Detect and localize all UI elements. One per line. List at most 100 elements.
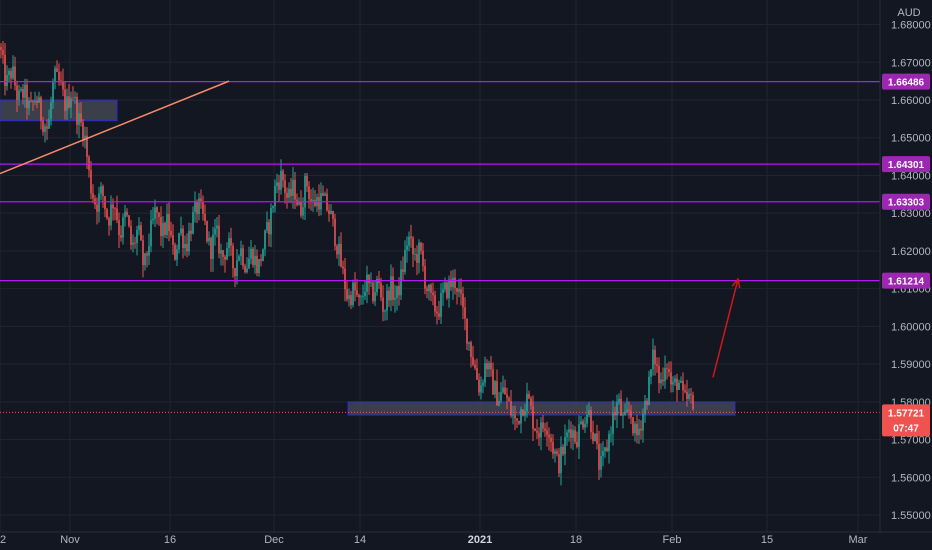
candle-body-up <box>330 211 332 215</box>
candle-body-down <box>80 113 82 123</box>
candle-body-up <box>406 245 408 250</box>
candle-body-down <box>286 192 288 198</box>
candle-body-down <box>90 170 92 194</box>
candle-body-up <box>348 295 350 300</box>
candle-body-down <box>112 204 114 209</box>
candle-body-down <box>102 186 104 197</box>
candle-body-up <box>498 400 500 406</box>
candle-body-up <box>270 208 272 235</box>
candle-body-up <box>626 409 628 412</box>
candle-body-down <box>182 228 184 249</box>
candle-body-down <box>562 446 564 455</box>
candle-body-down <box>454 277 456 289</box>
trend-line[interactable] <box>0 80 230 175</box>
candle-body-down <box>88 156 90 171</box>
candle-body-down <box>422 250 424 267</box>
candle-body-down <box>332 211 334 219</box>
candle-body-down <box>368 274 370 284</box>
candle-body-down <box>684 390 686 392</box>
candle-body-up <box>396 285 398 298</box>
candle-body-up <box>564 437 566 455</box>
candle-body-up <box>376 278 378 293</box>
support-resistance-zone <box>0 99 118 122</box>
candle-body-down <box>464 307 466 319</box>
candle-body-down <box>172 235 174 245</box>
candle-body-up <box>678 382 680 390</box>
candle-body-down <box>14 66 16 86</box>
candle-body-up <box>312 199 314 202</box>
price-tick-label: 1.62000 <box>891 246 931 258</box>
candle-body-down <box>252 248 254 266</box>
candle-body-down <box>322 193 324 196</box>
price-tick-label: 1.59000 <box>891 359 931 371</box>
candle-body-up <box>66 96 68 111</box>
candle-body-up <box>34 101 36 102</box>
candle-body-down <box>284 180 286 193</box>
candle-body-down <box>676 378 678 390</box>
candle-body-up <box>364 291 366 297</box>
candle-body-up <box>250 248 252 259</box>
candle-body-down <box>118 220 120 236</box>
candle-body-up <box>594 433 596 441</box>
candle-body-down <box>450 279 452 288</box>
candle-body-down <box>104 196 106 210</box>
candle-body-down <box>230 238 232 246</box>
candle-body-down <box>640 428 642 431</box>
candle-body-up <box>248 258 250 269</box>
candle-body-up <box>622 414 624 416</box>
candle-body-up <box>274 185 276 207</box>
candle-body-up <box>302 207 304 216</box>
time-tick-label: 18 <box>570 534 582 546</box>
candle-body-up <box>374 292 376 302</box>
candle-body-down <box>116 208 118 221</box>
candle-body-up <box>98 193 100 212</box>
time-tick-label: Mar <box>849 534 868 546</box>
candle-body-up <box>512 415 514 417</box>
candle-body-down <box>202 202 204 214</box>
candle-body-down <box>372 282 374 302</box>
candle-body-down <box>294 179 296 200</box>
candle-body-up <box>198 198 200 215</box>
candle-body-up <box>672 382 674 385</box>
candle-body-up <box>616 402 618 416</box>
candle-body-down <box>342 266 344 269</box>
candle-body-up <box>18 90 20 100</box>
time-axis[interactable]: 22 Nov 16 Dec 14 2021 18 Feb 15 Mar <box>0 534 868 546</box>
candle-body-up <box>352 282 354 306</box>
candle-body-down <box>200 198 202 203</box>
candle-body-up <box>524 411 526 416</box>
candle-body-down <box>340 243 342 267</box>
candle-body-down <box>492 369 494 395</box>
candle-body-down <box>244 266 246 273</box>
candle-body-up <box>280 170 282 190</box>
candle-body-down <box>314 199 316 206</box>
candles-layer <box>0 40 694 486</box>
candle-body-down <box>430 284 432 293</box>
candle-body-down <box>662 379 664 382</box>
candle-body-down <box>328 210 330 215</box>
candle-body-up <box>240 248 242 257</box>
candle-body-up <box>586 414 588 424</box>
projection-arrow-shaft[interactable] <box>712 279 739 378</box>
level-price-tag-label: 1.61214 <box>888 277 925 288</box>
candle-body-down <box>186 244 188 252</box>
candle-body-down <box>666 368 668 369</box>
candle-body-up <box>6 74 8 87</box>
candle-body-up <box>78 113 80 125</box>
candle-body-up <box>338 243 340 255</box>
price-tick-label: 1.63000 <box>891 208 931 220</box>
candle-body-up <box>272 206 274 209</box>
candle-body-down <box>380 283 382 298</box>
candle-body-up <box>386 290 388 311</box>
candle-body-down <box>592 432 594 441</box>
candle-body-up <box>38 97 40 103</box>
candle-body-up <box>50 102 52 119</box>
candle-body-up <box>52 82 54 103</box>
candle-body-down <box>670 372 672 385</box>
candle-body-up <box>180 228 182 234</box>
candle-body-up <box>608 434 610 451</box>
candle-body-down <box>242 248 244 267</box>
candle-body-down <box>558 454 560 474</box>
candle-body-down <box>486 363 488 370</box>
